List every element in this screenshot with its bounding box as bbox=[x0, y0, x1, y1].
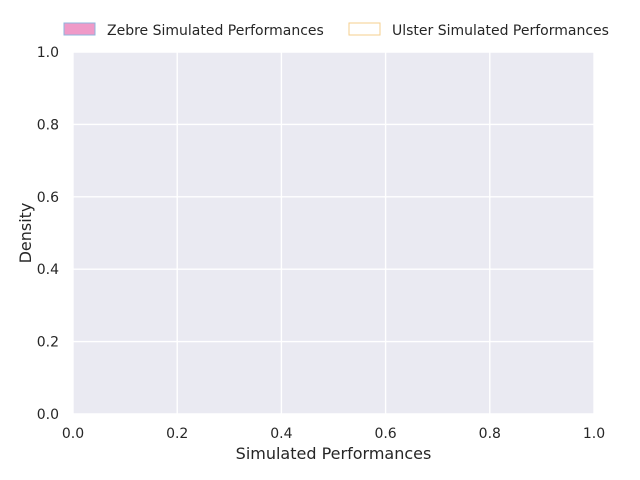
legend-label-ulster: Ulster Simulated Performances bbox=[392, 23, 609, 39]
y-tick-label: 0.0 bbox=[37, 407, 59, 423]
y-tick-labels: 0.0 0.2 0.4 0.6 0.8 1.0 bbox=[37, 45, 59, 423]
plot-area bbox=[73, 52, 594, 414]
x-tick-label: 0.8 bbox=[479, 426, 501, 442]
y-axis-label: Density bbox=[16, 203, 35, 264]
x-tick-label: 0.2 bbox=[166, 426, 188, 442]
x-tick-label: 0.4 bbox=[270, 426, 292, 442]
legend: Zebre Simulated Performances Ulster Simu… bbox=[63, 22, 609, 39]
y-tick-label: 0.4 bbox=[37, 262, 59, 278]
x-axis-label: Simulated Performances bbox=[236, 444, 432, 463]
y-tick-label: 1.0 bbox=[37, 45, 59, 61]
x-tick-label: 0.6 bbox=[374, 426, 396, 442]
legend-swatch-ulster bbox=[348, 22, 381, 36]
x-tick-labels: 0.0 0.2 0.4 0.6 0.8 1.0 bbox=[62, 426, 605, 442]
legend-swatch-zebre bbox=[63, 22, 96, 36]
legend-label-zebre: Zebre Simulated Performances bbox=[107, 23, 324, 39]
y-tick-label: 0.6 bbox=[37, 190, 59, 206]
grid bbox=[72, 51, 595, 415]
y-tick-label: 0.2 bbox=[37, 335, 59, 351]
y-tick-label: 0.8 bbox=[37, 117, 59, 133]
x-tick-label: 0.0 bbox=[62, 426, 84, 442]
x-tick-label: 1.0 bbox=[583, 426, 605, 442]
